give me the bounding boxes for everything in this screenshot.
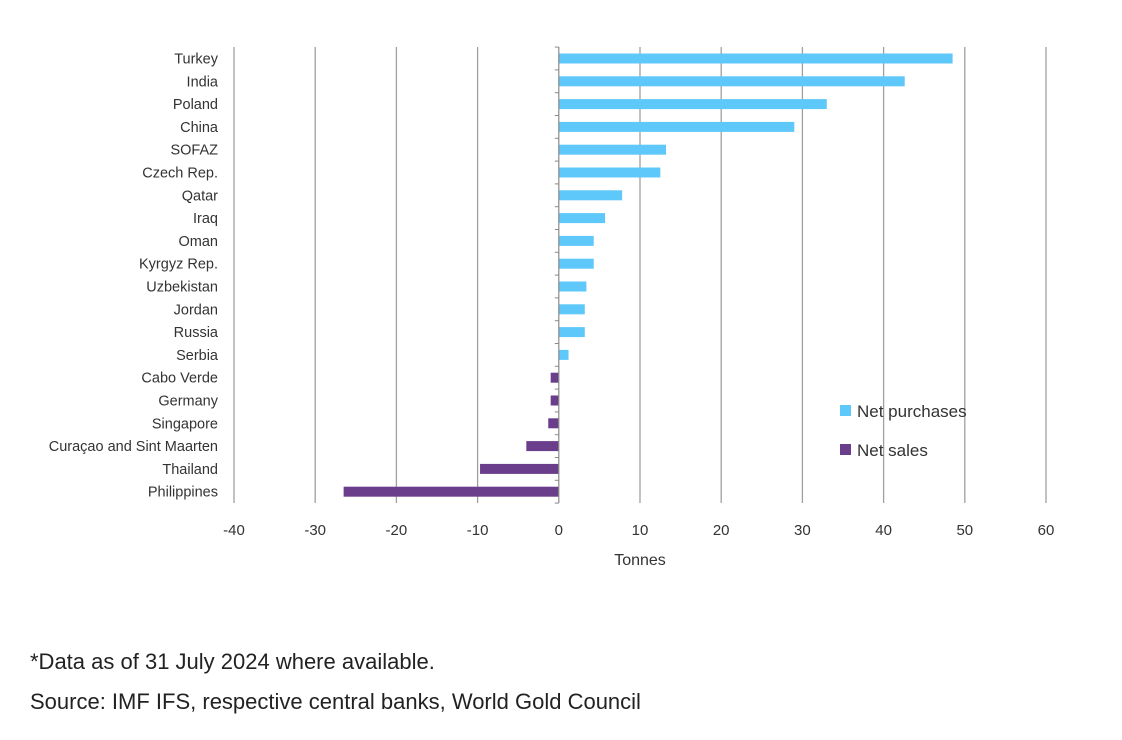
category-label-kyrgyz-rep: Kyrgyz Rep. — [139, 257, 218, 273]
bar-india — [558, 76, 905, 87]
category-labels: Turkey India Poland China SOFAZ Czech Rep. Qat… — [49, 52, 219, 501]
chart-notes: *Data as of 31 July 2024 where available… — [30, 642, 1110, 722]
bar-russia — [558, 327, 585, 338]
bar-germany — [550, 395, 559, 406]
bar-czech-rep — [558, 167, 661, 178]
legend: Net purchases Net sales — [840, 402, 967, 460]
bar-qatar — [558, 190, 623, 201]
gold-reserves-bar-chart: Turkey India Poland China SOFAZ Czech Rep. Qat… — [49, 46, 1054, 569]
x-tick-label: 50 — [956, 522, 973, 539]
bar-cura-ao-and-sint-maarten — [526, 441, 559, 452]
category-label-iraq: Iraq — [193, 211, 218, 227]
category-label-jordan: Jordan — [174, 302, 218, 318]
bar-uzbekistan — [558, 281, 587, 292]
legend-swatch-net-purchases — [840, 405, 851, 416]
category-label-turkey: Turkey — [174, 52, 219, 68]
legend-label-net-purchases: Net purchases — [857, 402, 967, 421]
category-label-czech-rep: Czech Rep. — [142, 166, 218, 182]
x-tick-label: 60 — [1038, 522, 1055, 539]
category-label-thailand: Thailand — [162, 462, 218, 478]
category-label-oman: Oman — [179, 234, 219, 250]
category-label-singapore: Singapore — [152, 416, 218, 432]
bars — [343, 53, 953, 497]
x-tick-label: -40 — [223, 522, 245, 539]
zero-axis — [554, 46, 560, 504]
category-label-cura-ao-and-sint-maarten: Curaçao and Sint Maarten — [49, 439, 218, 455]
grid-lines — [233, 47, 1047, 503]
x-tick-label: 0 — [555, 522, 563, 539]
bar-thailand — [480, 463, 559, 474]
x-axis-title: Tonnes — [614, 552, 666, 569]
legend-label-net-sales: Net sales — [857, 441, 928, 460]
category-label-cabo-verde: Cabo Verde — [141, 371, 218, 387]
bar-kyrgyz-rep — [558, 258, 594, 269]
category-label-uzbekistan: Uzbekistan — [146, 280, 218, 296]
footnote: *Data as of 31 July 2024 where available… — [30, 649, 435, 674]
x-tick-label: 30 — [794, 522, 811, 539]
bar-poland — [558, 99, 827, 110]
bar-cabo-verde — [550, 372, 559, 383]
x-tick-label: -30 — [304, 522, 326, 539]
category-label-philippines: Philippines — [148, 485, 218, 501]
source-note: Source: IMF IFS, respective central bank… — [30, 689, 641, 714]
bar-iraq — [558, 213, 606, 224]
x-tick-label: 40 — [875, 522, 892, 539]
category-label-germany: Germany — [158, 394, 218, 410]
bar-sofaz — [558, 144, 666, 155]
bar-oman — [558, 235, 594, 246]
x-tick-label: 20 — [713, 522, 730, 539]
category-label-china: China — [180, 120, 219, 136]
x-tick-labels: -40 -30 -20 -10 0 10 20 30 40 50 60 — [223, 522, 1054, 539]
category-label-india: India — [187, 74, 219, 90]
bar-singapore — [548, 418, 559, 429]
bar-philippines — [343, 486, 559, 497]
bar-china — [558, 121, 795, 132]
category-label-sofaz: SOFAZ — [170, 143, 218, 159]
category-label-poland: Poland — [173, 97, 218, 113]
x-tick-label: -10 — [467, 522, 489, 539]
category-label-russia: Russia — [174, 325, 219, 341]
bar-jordan — [558, 304, 585, 315]
category-label-serbia: Serbia — [176, 348, 219, 364]
legend-swatch-net-sales — [840, 444, 851, 455]
category-label-qatar: Qatar — [182, 188, 218, 204]
x-tick-label: -20 — [386, 522, 408, 539]
bar-serbia — [558, 349, 569, 360]
x-tick-label: 10 — [632, 522, 649, 539]
bar-turkey — [558, 53, 953, 64]
